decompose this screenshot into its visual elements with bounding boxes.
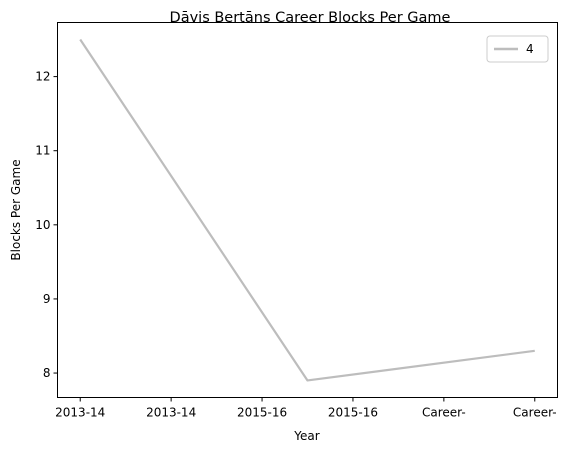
x-tick-label: 2015-16 [237,406,287,420]
y-tick-label: 8 [43,366,51,380]
y-tick-label: 9 [43,292,51,306]
y-axis-label: Blocks Per Game [9,159,23,260]
legend-label: 4 [526,42,534,56]
x-tick-label: Career- [422,406,466,420]
y-tick-label: 12 [35,70,50,84]
y-axis: 8 9 10 11 12 [35,70,58,380]
y-tick-label: 11 [35,144,50,158]
series-line [79,38,535,382]
x-tick-label: Career- [513,406,557,420]
series-layer [79,38,535,382]
y-tick-label: 10 [35,218,50,232]
x-axis-label: Year [293,429,319,443]
plot-area: 8 9 10 11 12 2013-14 2013-14 2015-16 2015-16 Car… [35,22,558,420]
x-tick-label: 2013-14 [146,406,196,420]
plot-frame [57,22,558,398]
x-tick-label: 2013-14 [55,406,105,420]
legend: 4 [486,35,549,63]
x-tick-label: 2015-16 [328,406,378,420]
chart-title: Dāvis Bertāns Career Blocks Per Game [170,10,451,26]
x-axis: 2013-14 2013-14 2015-16 2015-16 Career- Caree… [55,397,557,420]
